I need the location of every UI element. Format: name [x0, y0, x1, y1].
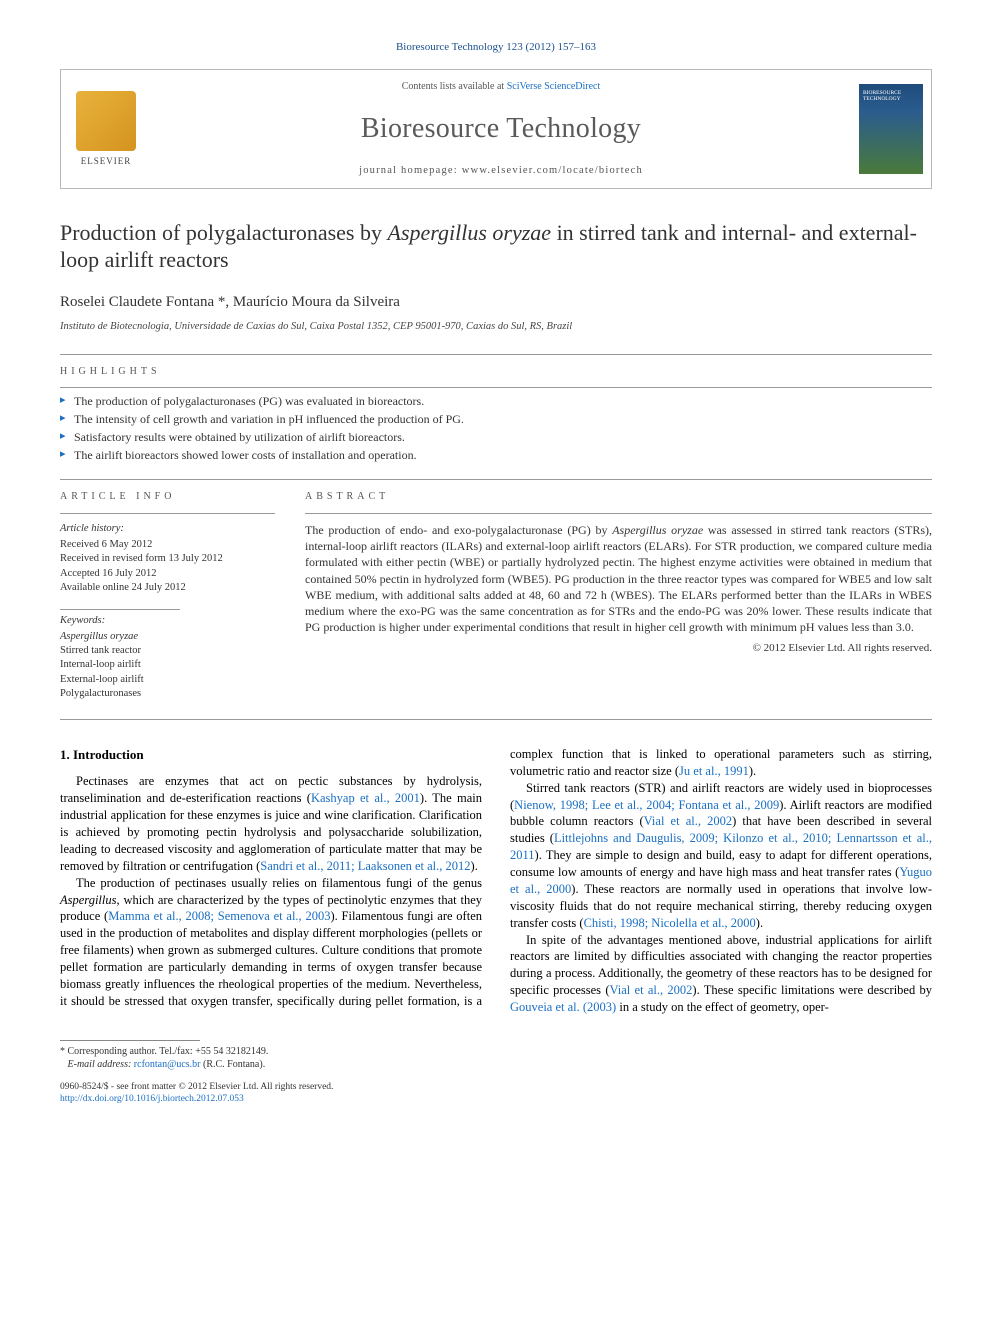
header-center: Contents lists available at SciVerse Sci…: [151, 70, 851, 188]
history-label: Article history:: [60, 522, 275, 536]
title-pre: Production of polygalacturonases by: [60, 220, 388, 245]
elsevier-label: ELSEVIER: [81, 155, 132, 167]
abstract-pre: The production of endo- and exo-polygala…: [305, 523, 612, 537]
rule: [60, 719, 932, 720]
keyword: Aspergillus oryzae: [60, 630, 275, 644]
citation-line: Bioresource Technology 123 (2012) 157–16…: [60, 40, 932, 55]
sciencedirect-link[interactable]: SciVerse ScienceDirect: [507, 81, 601, 92]
affiliation: Instituto de Biotecnologia, Universidade…: [60, 320, 932, 334]
text-run: ).: [749, 764, 756, 778]
text-run: ).: [756, 916, 763, 930]
elsevier-logo: ELSEVIER: [61, 70, 151, 188]
abstract-species: Aspergillus oryzae: [612, 523, 703, 537]
keyword: Polygalacturonases: [60, 687, 275, 701]
authors: Roselei Claudete Fontana *, Maurício Mou…: [60, 292, 932, 312]
corresponding-author: * Corresponding author. Tel./fax: +55 54…: [60, 1045, 932, 1058]
text-run: The production of pectinases usually rel…: [76, 876, 482, 890]
citation-link[interactable]: Sandri et al., 2011; Laaksonen et al., 2…: [260, 859, 470, 873]
highlight-item: The airlift bioreactors showed lower cos…: [60, 446, 932, 464]
paragraph: In spite of the advantages mentioned abo…: [510, 932, 932, 1016]
abstract-post: was assessed in stirred tank reactors (S…: [305, 523, 932, 634]
paragraph: Stirred tank reactors (STR) and airlift …: [510, 780, 932, 932]
highlight-item: The intensity of cell growth and variati…: [60, 410, 932, 428]
contents-available: Contents lists available at SciVerse Sci…: [171, 80, 831, 94]
citation-link[interactable]: Ju et al., 1991: [679, 764, 749, 778]
intro-heading: 1. Introduction: [60, 746, 482, 764]
email-link[interactable]: rcfontan@ucs.br: [134, 1059, 201, 1070]
article-info-col: ARTICLE INFO Article history: Received 6…: [60, 490, 275, 701]
article-title: Production of polygalacturonases by Aspe…: [60, 219, 932, 274]
abstract-head: ABSTRACT: [305, 490, 932, 504]
text-run: ).: [471, 859, 478, 873]
history-accepted: Accepted 16 July 2012: [60, 567, 275, 581]
citation-link[interactable]: Chisti, 1998; Nicolella et al., 2000: [584, 916, 756, 930]
keyword: External-loop airlift: [60, 673, 275, 687]
cover-title: BIORESOURCE TECHNOLOGY: [863, 90, 919, 102]
homepage-url: www.elsevier.com/locate/biortech: [462, 165, 643, 176]
highlight-item: The production of polygalacturonases (PG…: [60, 392, 932, 410]
title-species: Aspergillus oryzae: [388, 220, 552, 245]
journal-name: Bioresource Technology: [171, 110, 831, 148]
genus-name: Aspergillus: [60, 893, 116, 907]
keyword: Stirred tank reactor: [60, 644, 275, 658]
body-text: 1. Introduction Pectinases are enzymes t…: [60, 746, 932, 1016]
paragraph: Pectinases are enzymes that act on pecti…: [60, 773, 482, 874]
citation-link[interactable]: Kashyap et al., 2001: [311, 791, 420, 805]
info-abstract-row: ARTICLE INFO Article history: Received 6…: [60, 480, 932, 719]
cover-image: BIORESOURCE TECHNOLOGY: [859, 84, 923, 174]
text-run: in a study on the effect of geometry, op…: [616, 1000, 829, 1014]
copyright: © 2012 Elsevier Ltd. All rights reserved…: [305, 641, 932, 656]
text-run: ). These specific limitations were descr…: [692, 983, 932, 997]
issn-block: 0960-8524/$ - see front matter © 2012 El…: [60, 1081, 333, 1106]
journal-cover: BIORESOURCE TECHNOLOGY: [851, 70, 931, 188]
abstract-col: ABSTRACT The production of endo- and exo…: [305, 490, 932, 701]
citation-link[interactable]: Vial et al., 2002: [610, 983, 693, 997]
citation-link[interactable]: Vial et al., 2002: [644, 814, 732, 828]
journal-homepage: journal homepage: www.elsevier.com/locat…: [171, 164, 831, 178]
elsevier-tree-icon: [76, 91, 136, 151]
highlights-label: HIGHLIGHTS: [60, 355, 932, 387]
citation-link[interactable]: Gouveia et al. (2003): [510, 1000, 616, 1014]
history-received: Received 6 May 2012: [60, 538, 275, 552]
history-block: Received 6 May 2012 Received in revised …: [60, 538, 275, 595]
footer-block: * Corresponding author. Tel./fax: +55 54…: [60, 1040, 932, 1106]
issn-line: 0960-8524/$ - see front matter © 2012 El…: [60, 1081, 333, 1093]
homepage-prefix: journal homepage:: [359, 165, 462, 176]
email-name: (R.C. Fontana).: [203, 1059, 265, 1070]
email-line: E-mail address: rcfontan@ucs.br (R.C. Fo…: [60, 1058, 932, 1071]
abstract-text: The production of endo- and exo-polygala…: [305, 522, 932, 635]
citation-link[interactable]: Nienow, 1998; Lee et al., 2004; Fontana …: [514, 798, 779, 812]
article-info-head: ARTICLE INFO: [60, 490, 275, 504]
journal-header-box: ELSEVIER Contents lists available at Sci…: [60, 69, 932, 189]
keywords-block: Aspergillus oryzae Stirred tank reactor …: [60, 630, 275, 701]
history-revised: Received in revised form 13 July 2012: [60, 552, 275, 566]
footnote-rule: [60, 1040, 200, 1041]
keyword: Internal-loop airlift: [60, 658, 275, 672]
highlights-list: The production of polygalacturonases (PG…: [60, 388, 932, 479]
citation-link[interactable]: Mamma et al., 2008; Semenova et al., 200…: [108, 909, 330, 923]
bottom-row: 0960-8524/$ - see front matter © 2012 El…: [60, 1081, 932, 1106]
text-run: ). They are simple to design and build, …: [510, 848, 932, 879]
email-label: E-mail address:: [68, 1059, 132, 1070]
keywords-label: Keywords:: [60, 614, 275, 628]
history-online: Available online 24 July 2012: [60, 581, 275, 595]
highlight-item: Satisfactory results were obtained by ut…: [60, 428, 932, 446]
contents-prefix: Contents lists available at: [402, 81, 507, 92]
doi-link[interactable]: http://dx.doi.org/10.1016/j.biortech.201…: [60, 1094, 244, 1104]
